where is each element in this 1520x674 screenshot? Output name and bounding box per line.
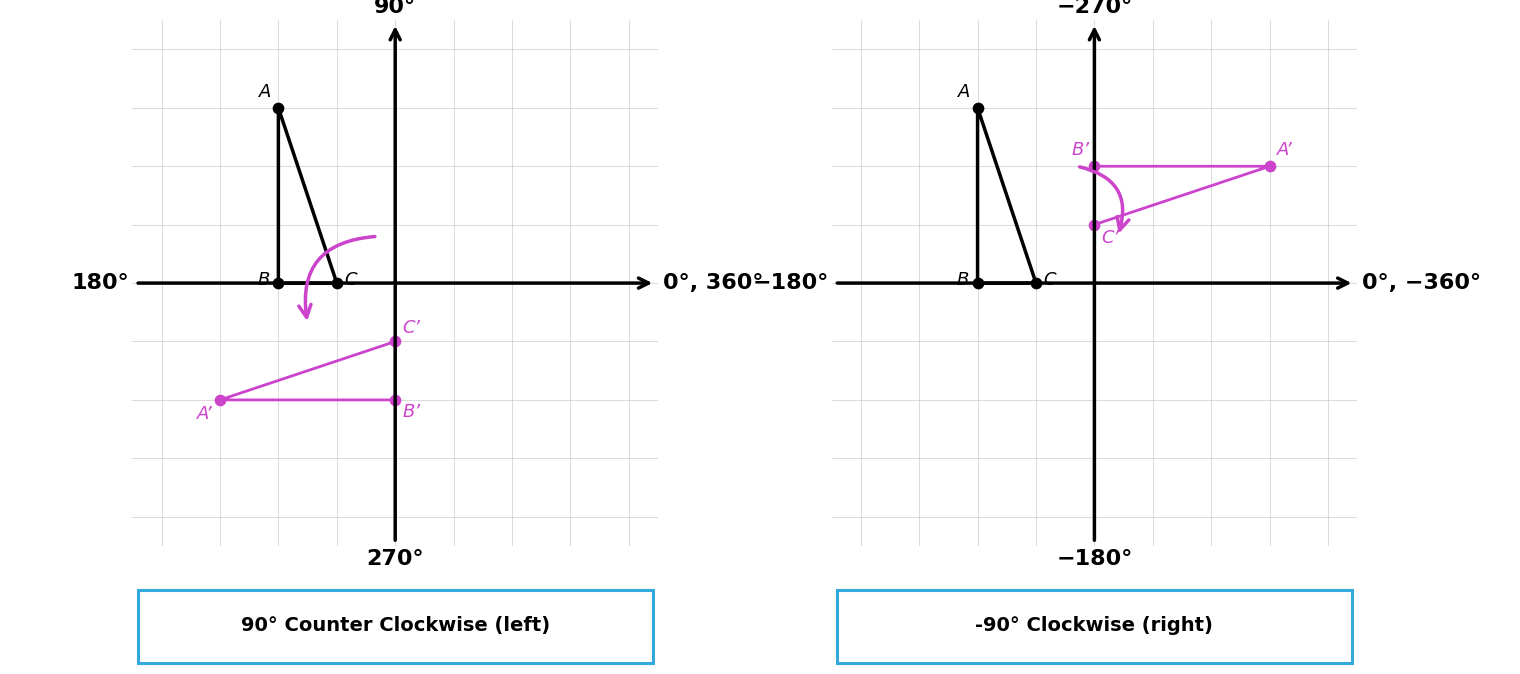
Text: 0°, 360°: 0°, 360°: [663, 273, 763, 293]
FancyArrowPatch shape: [299, 237, 375, 317]
Text: A’: A’: [198, 404, 213, 423]
Text: C’: C’: [403, 319, 420, 337]
Text: B’: B’: [1072, 142, 1090, 159]
Point: [266, 278, 290, 288]
Point: [266, 102, 290, 113]
Text: C: C: [344, 271, 356, 289]
Text: −180°: −180°: [1056, 549, 1132, 569]
Point: [1257, 161, 1281, 172]
Text: A: A: [958, 83, 971, 101]
Text: A’: A’: [1277, 142, 1292, 159]
Text: C: C: [1043, 271, 1055, 289]
Text: -90° Clockwise (right): -90° Clockwise (right): [976, 616, 1213, 635]
Text: B: B: [257, 271, 269, 289]
Text: 90°: 90°: [374, 0, 416, 18]
Point: [1082, 161, 1107, 172]
FancyBboxPatch shape: [138, 590, 652, 663]
Point: [383, 336, 407, 347]
FancyArrowPatch shape: [1079, 167, 1129, 230]
Point: [1024, 278, 1049, 288]
Text: −270°: −270°: [1056, 0, 1132, 18]
Text: 90° Counter Clockwise (left): 90° Counter Clockwise (left): [240, 616, 550, 635]
Point: [965, 102, 990, 113]
Point: [325, 278, 350, 288]
FancyBboxPatch shape: [838, 590, 1351, 663]
Point: [965, 278, 990, 288]
Point: [208, 394, 233, 405]
Text: −180°: −180°: [752, 273, 828, 293]
Text: 0°, −360°: 0°, −360°: [1362, 273, 1480, 293]
Point: [383, 394, 407, 405]
Text: 180°: 180°: [71, 273, 129, 293]
Text: B: B: [956, 271, 968, 289]
Text: A: A: [258, 83, 272, 101]
Text: 270°: 270°: [366, 549, 424, 569]
Text: B’: B’: [403, 403, 421, 421]
Text: C’: C’: [1102, 229, 1119, 247]
Point: [1082, 219, 1107, 230]
